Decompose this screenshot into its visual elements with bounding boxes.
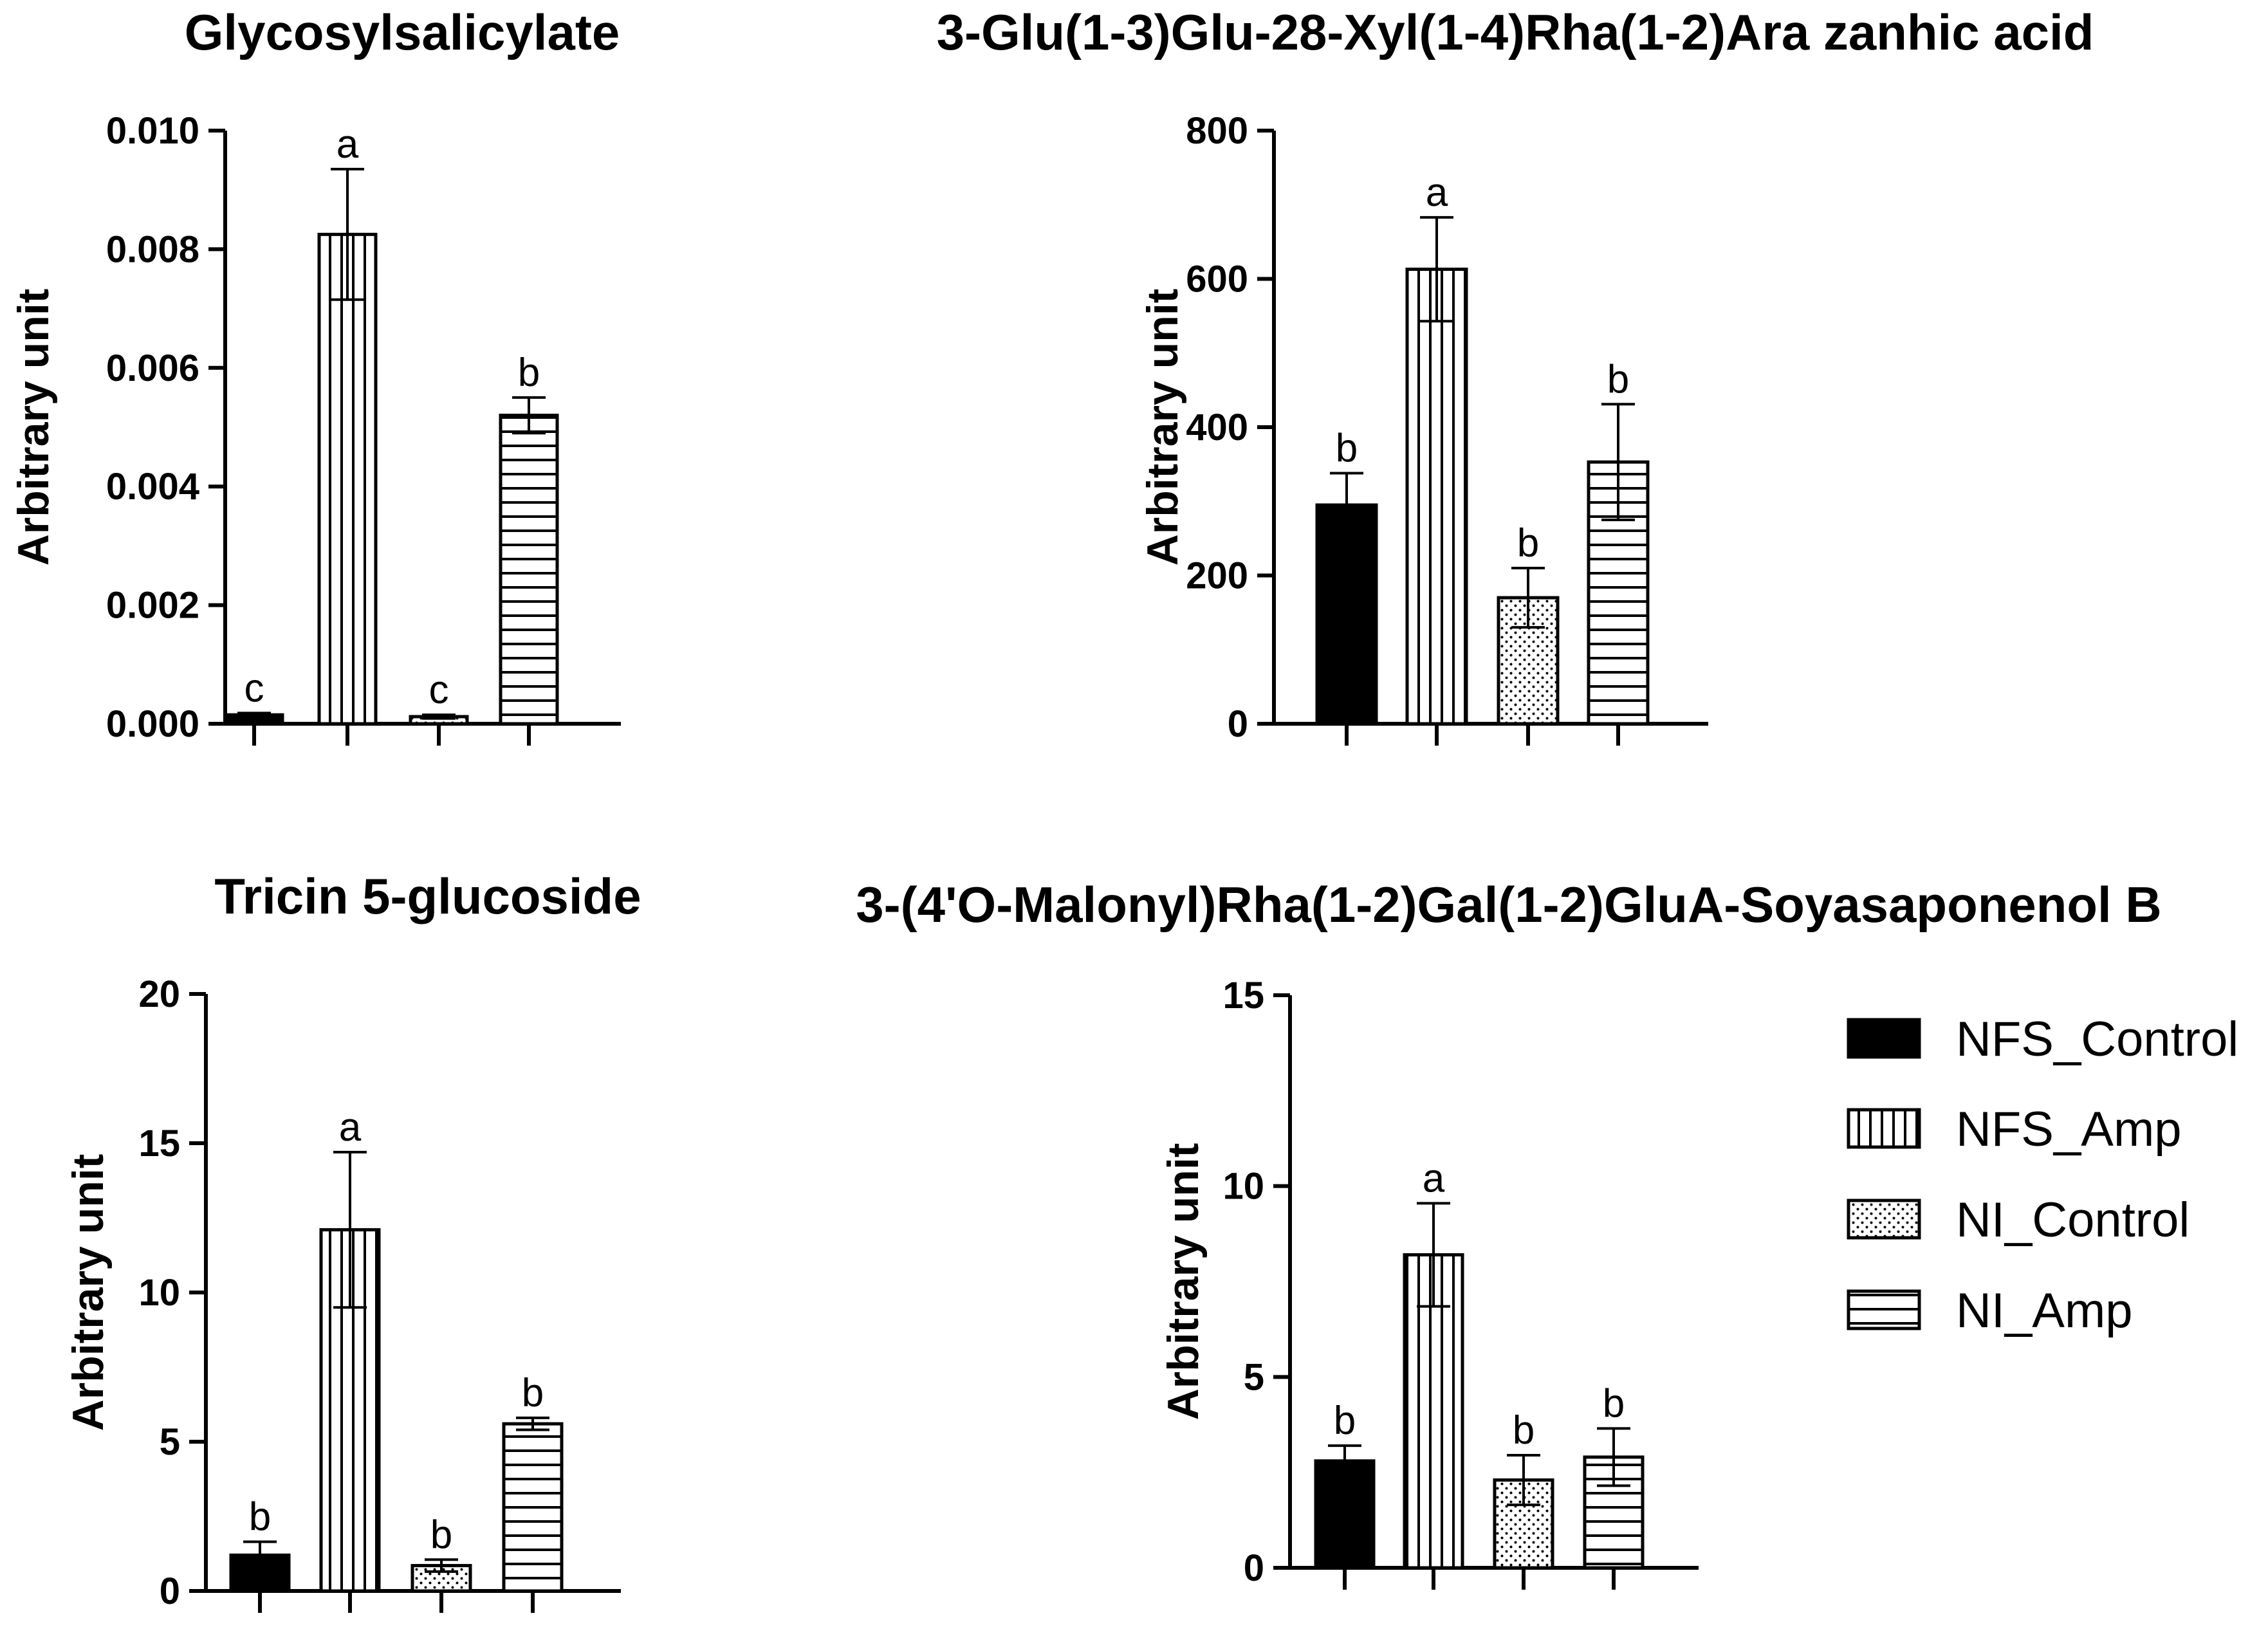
legend-swatch-nfs-amp [1847,1108,1921,1149]
chart-title: Glycosylsalicylate [185,4,620,60]
y-axis-label: Arbitrary unit [9,289,58,566]
significance-label: a [337,122,359,167]
significance-label: c [429,668,449,712]
significance-label: a [1426,170,1448,215]
significance-label: b [249,1494,271,1539]
y-tick-label: 0 [1228,703,1248,745]
significance-label: b [518,351,540,395]
legend-label: NI_Control [1956,1193,2190,1247]
chart-zanhic-acid: 3-Glu(1-3)Glu-28-Xyl(1-4)Rha(1-2)Ara zan… [937,4,2094,746]
y-axis-label: Arbitrary unit [1138,289,1187,566]
chart-title: Tricin 5-glucoside [214,868,641,924]
y-tick-label: 15 [138,1123,180,1164]
significance-label: a [339,1105,362,1150]
legend-swatch-ni-amp [1847,1289,1921,1330]
y-tick-label: 200 [1186,555,1248,597]
significance-label: b [430,1512,452,1557]
legend: NFS_Control NFS_Amp NI_Control NI_Amp [1847,1012,2238,1338]
legend-swatch-nfs-control [1847,1018,1921,1059]
significance-label: b [1513,1408,1535,1453]
chart-title: 3-(4'O-Malonyl)Rha(1-2)Gal(1-2)GluA-Soya… [856,876,2161,933]
significance-label: c [244,666,264,710]
y-tick-label: 0 [1244,1547,1264,1589]
y-tick-label: 20 [138,973,180,1015]
y-tick-label: 0 [160,1570,180,1612]
significance-label: b [1607,357,1629,401]
y-tick-label: 0.004 [106,466,199,508]
significance-label: b [1334,1399,1356,1443]
y-tick-label: 800 [1186,110,1248,152]
bar-ni-amp [502,1422,564,1593]
y-axis-label: Arbitrary unit [64,1154,113,1431]
y-tick-label: 5 [160,1421,180,1463]
y-tick-label: 0.008 [106,228,199,270]
chart-tricin-5-glucoside: Tricin 5-glucoside Arbitrary unit 0 5 10 15 20… [64,868,641,1613]
y-tick-label: 0.010 [106,110,199,152]
y-tick-label: 600 [1186,259,1248,300]
chart-soyasaponenol-b: 3-(4'O-Malonyl)Rha(1-2)Gal(1-2)GluA-Soya… [856,876,2162,1590]
y-tick-label: 10 [138,1272,180,1314]
significance-label: b [522,1371,544,1415]
chart-glycosylsalicylate: Glycosylsalicylate Arbitrary unit 0.000 0.0… [9,4,621,746]
y-tick-label: 0.000 [106,703,199,745]
y-tick-label: 15 [1222,975,1264,1016]
y-tick-label: 0.006 [106,347,199,389]
legend-label: NI_Amp [1956,1283,2133,1338]
chart-title: 3-Glu(1-3)Glu-28-Xyl(1-4)Rha(1-2)Ara zan… [937,4,2094,60]
y-tick-label: 5 [1244,1356,1264,1398]
y-axis-label: Arbitrary unit [1159,1143,1208,1420]
significance-label: b [1336,426,1358,470]
bar-nfs-control [1315,503,1378,726]
legend-label: NFS_Amp [1956,1102,2182,1157]
bar-ni-amp [499,414,559,726]
legend-swatch-ni-control [1847,1199,1921,1240]
legend-label: NFS_Control [1956,1012,2238,1067]
significance-label: b [1603,1381,1625,1426]
y-tick-label: 400 [1186,407,1248,448]
y-tick-label: 10 [1222,1166,1264,1208]
y-tick-label: 0.002 [106,585,199,627]
bar-nfs-amp [1405,268,1468,726]
bar-nfs-amp [317,232,378,726]
significance-label: b [1517,521,1539,565]
significance-label: a [1423,1156,1445,1200]
